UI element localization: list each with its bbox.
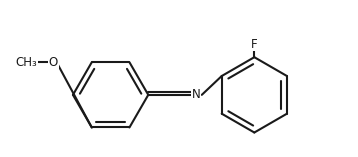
Text: N: N	[192, 88, 200, 101]
Text: O: O	[48, 56, 58, 69]
Text: F: F	[251, 38, 258, 51]
Text: CH₃: CH₃	[15, 56, 37, 69]
